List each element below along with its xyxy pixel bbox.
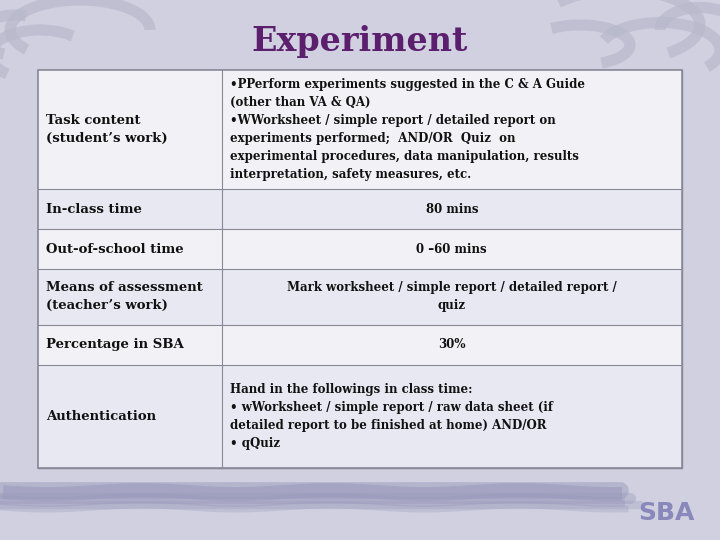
Text: Task content
(student’s work): Task content (student’s work) <box>46 114 168 145</box>
Bar <box>38 70 682 468</box>
Text: 30%: 30% <box>438 338 466 351</box>
Text: •PPerform experiments suggested in the C & A Guide
(other than VA & QA)
•WWorksh: •PPerform experiments suggested in the C… <box>230 78 585 181</box>
Bar <box>38 70 682 468</box>
Bar <box>38 325 682 364</box>
Bar <box>38 364 682 468</box>
Text: 0 –60 mins: 0 –60 mins <box>416 242 487 255</box>
Text: Experiment: Experiment <box>252 25 468 58</box>
Bar <box>38 70 682 190</box>
Text: Mark worksheet / simple report / detailed report /
quiz: Mark worksheet / simple report / detaile… <box>287 281 616 312</box>
Text: SBA: SBA <box>639 501 695 525</box>
Text: Percentage in SBA: Percentage in SBA <box>46 338 184 351</box>
Bar <box>38 269 682 325</box>
Text: Authentication: Authentication <box>46 410 156 423</box>
Bar <box>38 190 682 229</box>
Text: Out-of-school time: Out-of-school time <box>46 242 184 255</box>
Text: 80 mins: 80 mins <box>426 203 478 216</box>
Text: In-class time: In-class time <box>46 203 142 216</box>
Text: Hand in the followings in class time:
• wWorksheet / simple report / raw data sh: Hand in the followings in class time: • … <box>230 383 552 450</box>
Bar <box>38 229 682 269</box>
Text: Means of assessment
(teacher’s work): Means of assessment (teacher’s work) <box>46 281 203 312</box>
